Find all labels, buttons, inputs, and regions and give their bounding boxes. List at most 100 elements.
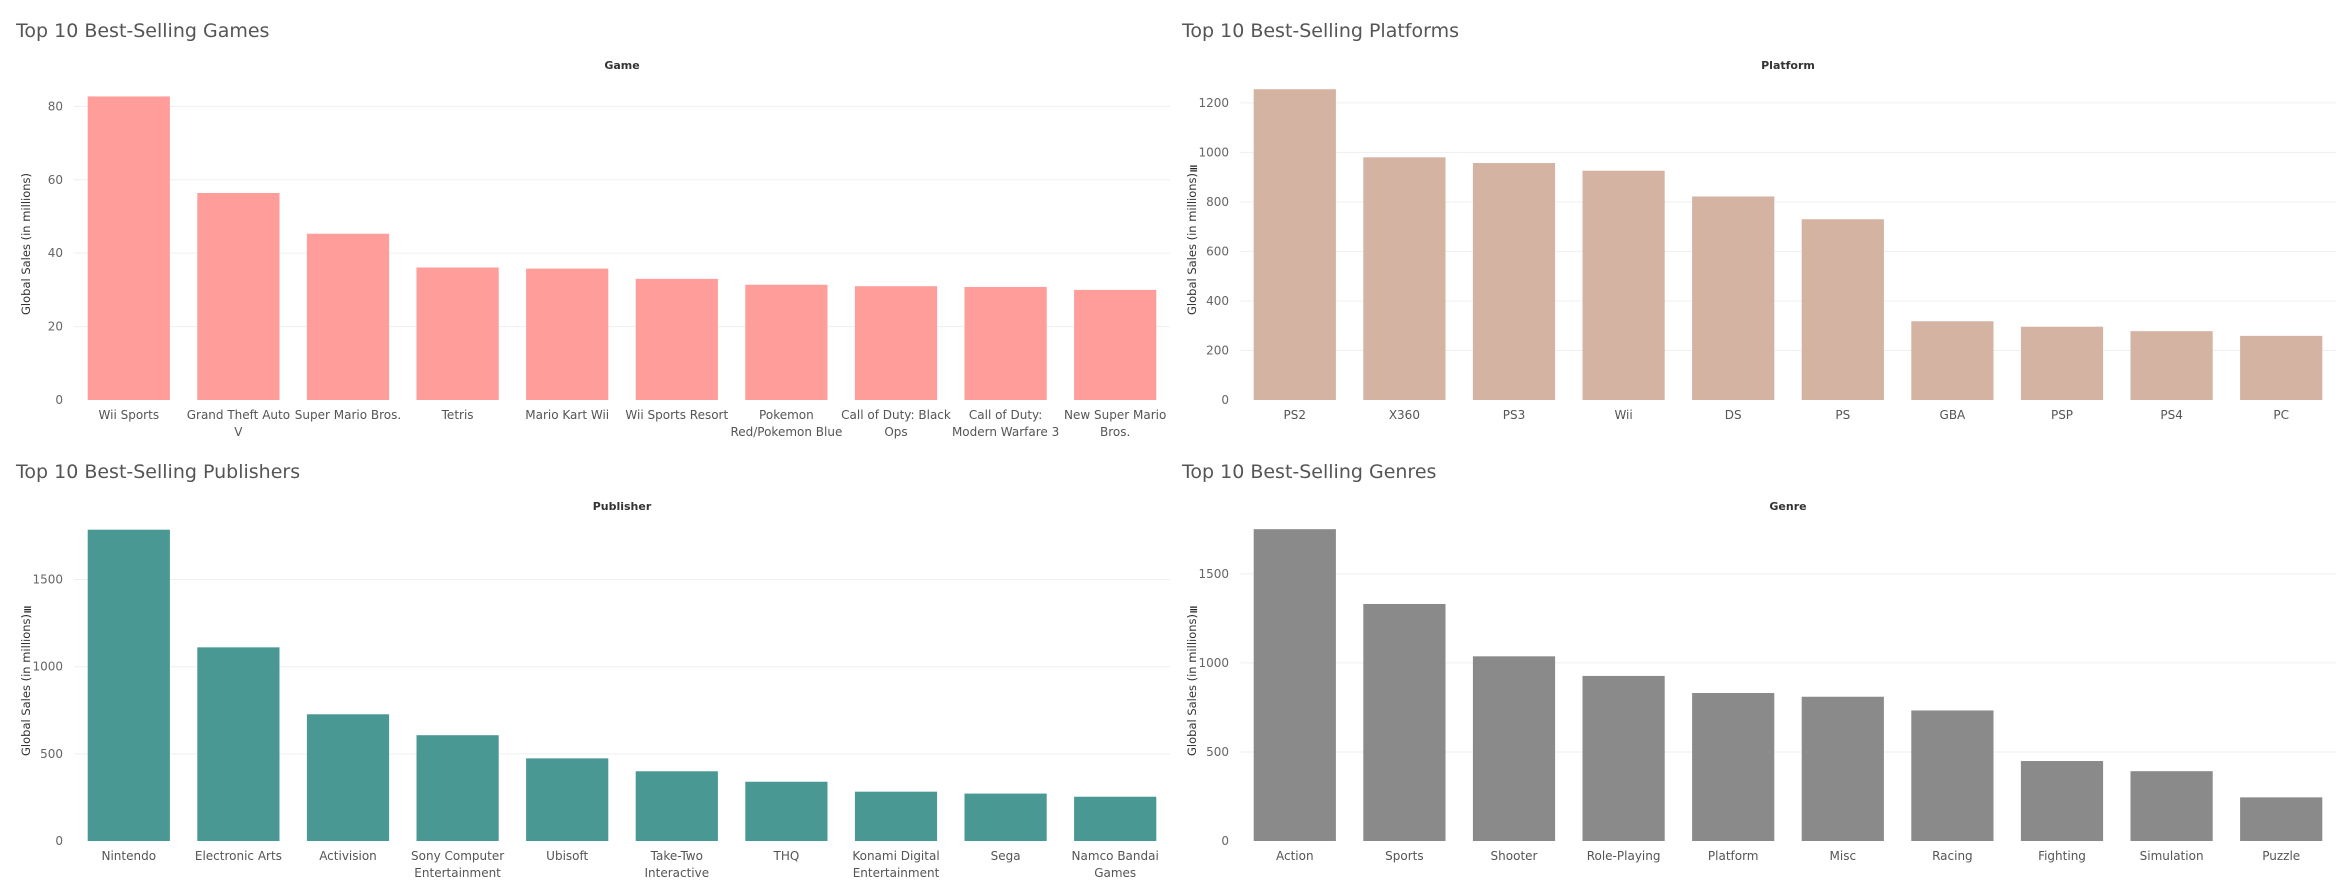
- x-tick-label: Call of Duty: Modern Warfare 3: [952, 408, 1059, 439]
- x-tick-label-line: Interactive: [644, 866, 709, 880]
- x-tick-label: Wii: [1614, 408, 1632, 422]
- x-tick-label: Call of Duty: Black Ops: [841, 408, 951, 439]
- bar: [197, 647, 280, 841]
- x-tick-label: Super Mario Bros.: [295, 408, 401, 422]
- bar: [2130, 771, 2213, 841]
- x-tick-label: Konami Digital Entertainment: [852, 849, 939, 880]
- x-tick-label-line: Games: [1094, 866, 1136, 880]
- panel-title: Top 10 Best-Selling Games: [16, 20, 270, 42]
- x-tick-label-line: Action: [1276, 849, 1314, 863]
- x-tick-label: X360: [1389, 408, 1420, 422]
- bar: [964, 793, 1047, 841]
- bar: [1911, 321, 1994, 400]
- chart-publishers: Publisher 0 500 1000 1500 Global Sales (in mi…: [19, 500, 1170, 880]
- x-tick-label: Grand Theft Auto V: [187, 408, 290, 439]
- bar: [2240, 797, 2323, 841]
- bar: [1253, 89, 1336, 400]
- y-tick-label: 0: [55, 834, 63, 848]
- x-tick-label-line: Take-Two: [650, 849, 703, 863]
- chart-platforms: Platform 0 200 400 600 800 1000 1200 Global Sale…: [1185, 59, 2336, 422]
- x-tick-label: Shooter: [1491, 849, 1538, 863]
- x-tick-label: PS4: [2160, 408, 2183, 422]
- y-tick-label: 400: [1206, 294, 1229, 308]
- bar: [416, 735, 499, 841]
- panel-games: Top 10 Best-Selling Games Game 0 20 40 60 80 G…: [0, 0, 1170, 440]
- x-tick-label-line: Entertainment: [853, 866, 940, 880]
- x-tick-label: Action: [1276, 849, 1314, 863]
- x-tick-label: Wii Sports: [99, 408, 160, 422]
- bar: [1253, 529, 1336, 841]
- x-tick-label-line: Sony Computer: [411, 849, 504, 863]
- x-tick-label-line: Wii Sports: [99, 408, 160, 422]
- chart-header: Game: [604, 59, 639, 72]
- x-tick-label: Sega: [991, 849, 1021, 863]
- bar: [87, 529, 170, 841]
- bar: [1911, 710, 1994, 841]
- x-tick-label: Simulation: [2140, 849, 2204, 863]
- bar: [1074, 289, 1157, 400]
- x-tick-label-line: Fighting: [2038, 849, 2086, 863]
- bar: [2020, 326, 2104, 400]
- y-tick-label: 800: [1206, 195, 1229, 209]
- bar: [2020, 761, 2104, 841]
- x-tick-label-line: Call of Duty:: [969, 408, 1042, 422]
- y-axis-label: Global Sales (in millions): [19, 614, 33, 756]
- y-tick-label: 500: [1206, 745, 1229, 759]
- bar: [1074, 796, 1157, 841]
- y-tick-label: 0: [1221, 393, 1229, 407]
- bar: [854, 791, 938, 841]
- y-tick-label: 60: [48, 173, 63, 187]
- x-tick-label-line: PS2: [1284, 408, 1307, 422]
- x-tick-label-line: Modern Warfare 3: [952, 425, 1059, 439]
- y-axis-label: Global Sales (in millions): [19, 173, 33, 315]
- x-tick-label: Ubisoft: [546, 849, 588, 863]
- x-tick-label-line: V: [234, 425, 243, 439]
- x-tick-label-line: Tetris: [441, 408, 474, 422]
- x-tick-label-line: Activision: [319, 849, 377, 863]
- x-tick-label-line: PS3: [1503, 408, 1526, 422]
- bar: [526, 758, 609, 841]
- y-tick-label: 80: [48, 99, 63, 113]
- x-tick-label-line: X360: [1389, 408, 1420, 422]
- x-tick-label-line: Puzzle: [2262, 849, 2300, 863]
- x-tick-label: PS2: [1284, 408, 1307, 422]
- y-tick-label: 200: [1206, 343, 1229, 357]
- x-tick-label-line: Ops: [884, 425, 907, 439]
- x-tick-label: Sports: [1385, 849, 1423, 863]
- y-tick-label: 0: [1221, 834, 1229, 848]
- x-tick-label: THQ: [772, 849, 799, 863]
- x-tick-label: Platform: [1708, 849, 1759, 863]
- panel-platforms: Top 10 Best-Selling Platforms Platform 0 2…: [1166, 0, 2336, 440]
- bar: [197, 192, 280, 400]
- sort-icon: ≡: [1189, 603, 1198, 616]
- bar: [306, 714, 390, 841]
- x-tick-label-line: Nintendo: [102, 849, 157, 863]
- sort-icon: ≡: [1189, 162, 1198, 175]
- bar: [306, 233, 390, 400]
- chart-genres: Genre 0 500 1000 1500 Global Sales (in millio…: [1185, 500, 2336, 863]
- x-tick-label: Racing: [1932, 849, 1973, 863]
- x-tick-label-line: Shooter: [1491, 849, 1538, 863]
- x-tick-label: Tetris: [441, 408, 474, 422]
- x-tick-label-line: Pokemon: [759, 408, 814, 422]
- x-tick-label: PSP: [2051, 408, 2073, 422]
- x-tick-label: Wii Sports Resort: [625, 408, 728, 422]
- chart-header: Publisher: [593, 500, 652, 513]
- bar: [1692, 693, 1775, 841]
- x-tick-label-line: Platform: [1708, 849, 1759, 863]
- bar: [1363, 603, 1446, 841]
- bar: [1472, 163, 1556, 400]
- x-tick-label-line: Wii Sports Resort: [625, 408, 728, 422]
- bar: [526, 268, 609, 400]
- bar: [2240, 335, 2323, 400]
- y-tick-label: 20: [48, 320, 63, 334]
- bar: [635, 771, 718, 841]
- x-tick-label-line: GBA: [1940, 408, 1967, 422]
- x-tick-label-line: Mario Kart Wii: [525, 408, 609, 422]
- y-tick-label: 1000: [1198, 656, 1229, 670]
- bar: [1801, 696, 1884, 841]
- x-tick-label-line: Bros.: [1100, 425, 1130, 439]
- x-tick-label: Take-Two Interactive: [644, 849, 709, 880]
- x-tick-label-line: Role-Playing: [1587, 849, 1661, 863]
- x-tick-label: Activision: [319, 849, 377, 863]
